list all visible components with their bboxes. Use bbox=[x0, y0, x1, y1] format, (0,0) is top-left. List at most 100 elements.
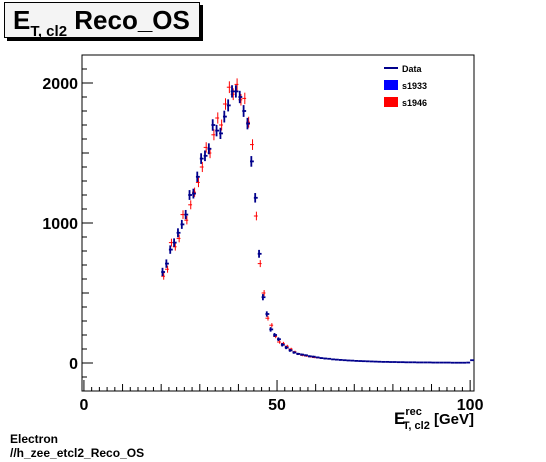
y-tick-label: 1000 bbox=[42, 216, 78, 233]
data-point bbox=[277, 340, 281, 344]
data-point bbox=[396, 361, 401, 364]
chart-title: ET, cl2 Reco_OS bbox=[13, 5, 190, 40]
data-point bbox=[165, 265, 169, 273]
data-point bbox=[311, 355, 316, 358]
axis-ticks bbox=[82, 54, 471, 392]
data-point bbox=[192, 188, 196, 199]
data-point bbox=[439, 361, 444, 364]
data-point bbox=[246, 117, 250, 130]
data-point bbox=[199, 161, 204, 173]
title-box: ET, cl2 Reco_OS bbox=[4, 2, 200, 40]
data-point bbox=[222, 110, 227, 123]
data-point bbox=[234, 78, 239, 91]
data-point bbox=[195, 177, 200, 188]
data-point bbox=[242, 92, 247, 105]
data-point bbox=[257, 249, 262, 258]
legend-label: s1933 bbox=[402, 81, 427, 91]
legend-item: Data bbox=[384, 64, 423, 74]
data-point bbox=[222, 98, 227, 110]
data-point bbox=[389, 361, 393, 363]
data-point bbox=[400, 361, 405, 364]
data-point bbox=[195, 171, 200, 182]
data-point bbox=[203, 150, 208, 162]
data-point bbox=[342, 359, 347, 362]
data-point bbox=[392, 361, 397, 363]
data-point bbox=[230, 85, 235, 98]
data-point bbox=[385, 360, 390, 363]
data-point bbox=[323, 357, 328, 360]
data-point bbox=[226, 99, 231, 112]
data-point bbox=[377, 360, 382, 363]
data-point bbox=[184, 216, 189, 225]
data-point bbox=[470, 359, 474, 362]
data-point bbox=[161, 267, 166, 277]
legend-box-swatch bbox=[384, 97, 398, 107]
data-point bbox=[346, 359, 351, 362]
data-point bbox=[284, 346, 289, 350]
data-point bbox=[416, 361, 420, 364]
data-point bbox=[238, 90, 243, 104]
data-point bbox=[412, 361, 417, 364]
data-point bbox=[408, 361, 413, 364]
legend-label: Data bbox=[402, 64, 423, 74]
data-point bbox=[176, 234, 181, 243]
data-point bbox=[211, 129, 216, 141]
data-point bbox=[269, 327, 274, 332]
data-point bbox=[265, 311, 270, 317]
data-point bbox=[419, 361, 424, 364]
y-tick-label: 2000 bbox=[42, 76, 78, 93]
data-point bbox=[168, 238, 173, 247]
data-point bbox=[219, 127, 223, 139]
data-point bbox=[265, 315, 270, 321]
y-tick-label: 0 bbox=[69, 356, 78, 373]
data-point bbox=[296, 352, 301, 356]
data-point bbox=[280, 343, 285, 347]
data-point bbox=[277, 337, 281, 342]
data-point bbox=[253, 211, 258, 221]
data-point bbox=[365, 360, 370, 363]
data-point bbox=[180, 210, 185, 219]
data-point bbox=[165, 259, 169, 268]
data-point bbox=[219, 119, 223, 131]
data-point bbox=[307, 355, 312, 358]
data-point bbox=[319, 357, 324, 360]
data-point bbox=[435, 361, 440, 364]
data-point bbox=[203, 142, 208, 153]
data-point bbox=[207, 143, 212, 155]
data-point bbox=[250, 156, 254, 167]
data-point bbox=[168, 245, 173, 254]
data-point bbox=[184, 209, 189, 220]
data-point bbox=[338, 359, 343, 361]
x-tick-label: 50 bbox=[268, 397, 286, 414]
data-point bbox=[176, 228, 181, 238]
data-point bbox=[334, 358, 339, 361]
data-point bbox=[358, 360, 362, 362]
data-point bbox=[466, 361, 471, 364]
data-point bbox=[261, 294, 266, 301]
data-point bbox=[273, 333, 278, 337]
legend-label: s1946 bbox=[402, 98, 427, 108]
data-point bbox=[253, 193, 258, 203]
data-point bbox=[304, 354, 308, 357]
data-point bbox=[257, 260, 262, 268]
data-point bbox=[215, 112, 220, 124]
x-tick-label: 100 bbox=[457, 397, 484, 414]
data-point bbox=[234, 85, 239, 98]
data-point bbox=[369, 360, 374, 363]
data-point bbox=[362, 360, 366, 363]
footer-label: Electron bbox=[10, 432, 59, 446]
data-point bbox=[188, 200, 193, 210]
data-point bbox=[261, 290, 266, 296]
series-data bbox=[161, 85, 474, 364]
data-point bbox=[250, 139, 254, 150]
x-tick-label: 0 bbox=[79, 397, 88, 414]
data-point bbox=[199, 153, 204, 164]
data-point bbox=[292, 351, 297, 354]
legend: Data s1933 s1946 bbox=[384, 64, 427, 108]
data-point bbox=[443, 361, 447, 364]
data-point bbox=[354, 359, 359, 362]
data-point bbox=[427, 361, 432, 364]
legend-item: s1933 bbox=[384, 80, 427, 91]
